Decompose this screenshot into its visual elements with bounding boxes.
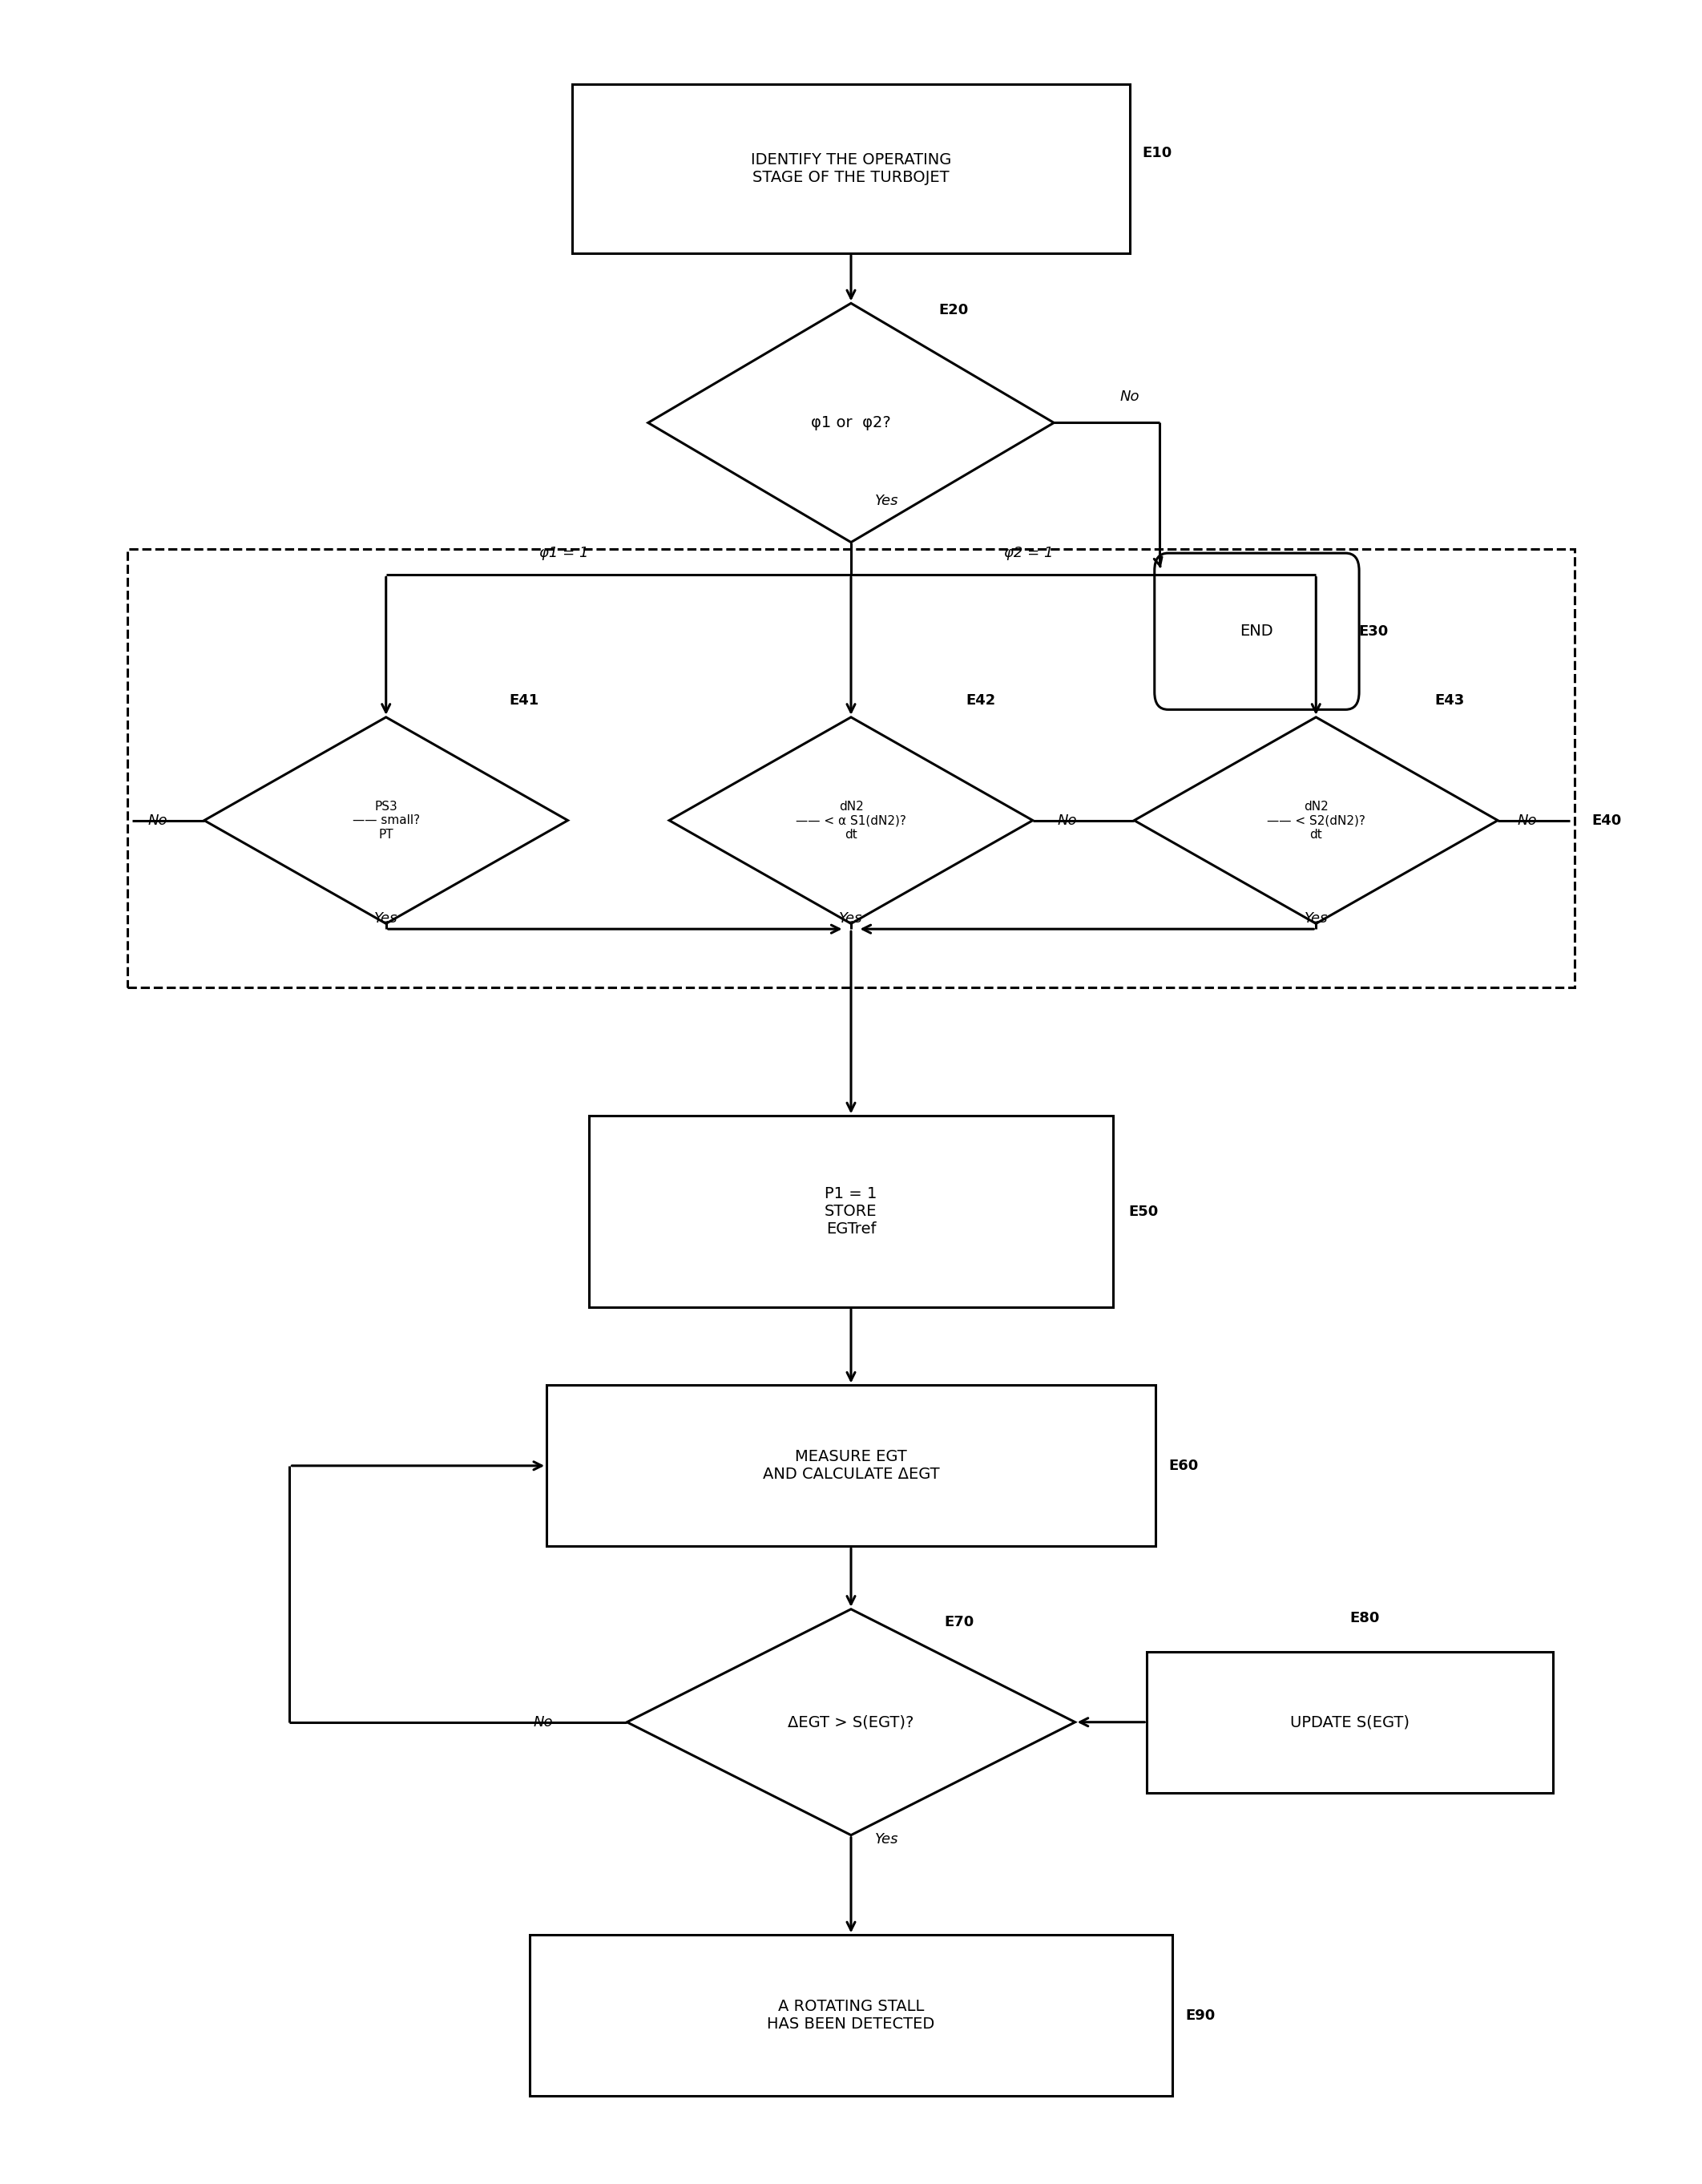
Text: MEASURE EGT
AND CALCULATE ΔEGT: MEASURE EGT AND CALCULATE ΔEGT (762, 1450, 940, 1483)
Text: UPDATE S(EGT): UPDATE S(EGT) (1290, 1714, 1409, 1730)
Text: dN2
—— < α S1(dN2)?
dt: dN2 —— < α S1(dN2)? dt (797, 799, 905, 841)
Polygon shape (669, 716, 1033, 924)
Text: No: No (1518, 812, 1537, 828)
Bar (572, 83, 1130, 253)
Polygon shape (204, 716, 568, 924)
Text: E80: E80 (1350, 1610, 1380, 1625)
Bar (589, 1116, 1113, 1306)
Text: No: No (533, 1714, 553, 1730)
Bar (1147, 1651, 1552, 1793)
Text: Yes: Yes (839, 911, 863, 926)
Text: E20: E20 (940, 304, 968, 317)
Text: A ROTATING STALL
HAS BEEN DETECTED: A ROTATING STALL HAS BEEN DETECTED (768, 1998, 934, 2031)
Text: E42: E42 (967, 695, 996, 708)
Bar (128, 548, 1574, 987)
Text: E40: E40 (1591, 812, 1622, 828)
Text: Yes: Yes (374, 911, 398, 926)
Text: E43: E43 (1435, 695, 1464, 708)
Text: Yes: Yes (1304, 911, 1328, 926)
Text: φ1 or  φ2?: φ1 or φ2? (812, 415, 890, 430)
Text: IDENTIFY THE OPERATING
STAGE OF THE TURBOJET: IDENTIFY THE OPERATING STAGE OF THE TURB… (751, 153, 951, 186)
Bar (546, 1385, 1156, 1546)
Polygon shape (648, 304, 1054, 542)
Text: φ2 = 1: φ2 = 1 (1004, 546, 1054, 561)
FancyBboxPatch shape (1154, 553, 1360, 710)
Text: E41: E41 (509, 695, 540, 708)
Text: END: END (1241, 625, 1273, 640)
Bar (529, 1935, 1173, 2097)
Text: E50: E50 (1128, 1203, 1157, 1219)
Text: PS3
—— small?
PT: PS3 —— small? PT (352, 799, 420, 841)
Text: dN2
—— < S2(dN2)?
dt: dN2 —— < S2(dN2)? dt (1266, 799, 1365, 841)
Text: E30: E30 (1358, 625, 1389, 638)
Text: No: No (148, 812, 167, 828)
Text: No: No (1120, 389, 1140, 404)
Text: E10: E10 (1142, 146, 1171, 162)
Text: No: No (1057, 812, 1077, 828)
Text: E60: E60 (1169, 1459, 1198, 1472)
Text: Yes: Yes (875, 494, 899, 509)
Text: E90: E90 (1186, 2009, 1215, 2022)
Polygon shape (626, 1610, 1076, 1835)
Text: E70: E70 (945, 1614, 974, 1629)
Text: φ1 = 1: φ1 = 1 (540, 546, 589, 561)
Text: Yes: Yes (875, 1832, 899, 1848)
Text: P1 = 1
STORE
EGTref: P1 = 1 STORE EGTref (825, 1186, 877, 1236)
Polygon shape (1134, 716, 1498, 924)
Text: ΔEGT > S(EGT)?: ΔEGT > S(EGT)? (788, 1714, 914, 1730)
